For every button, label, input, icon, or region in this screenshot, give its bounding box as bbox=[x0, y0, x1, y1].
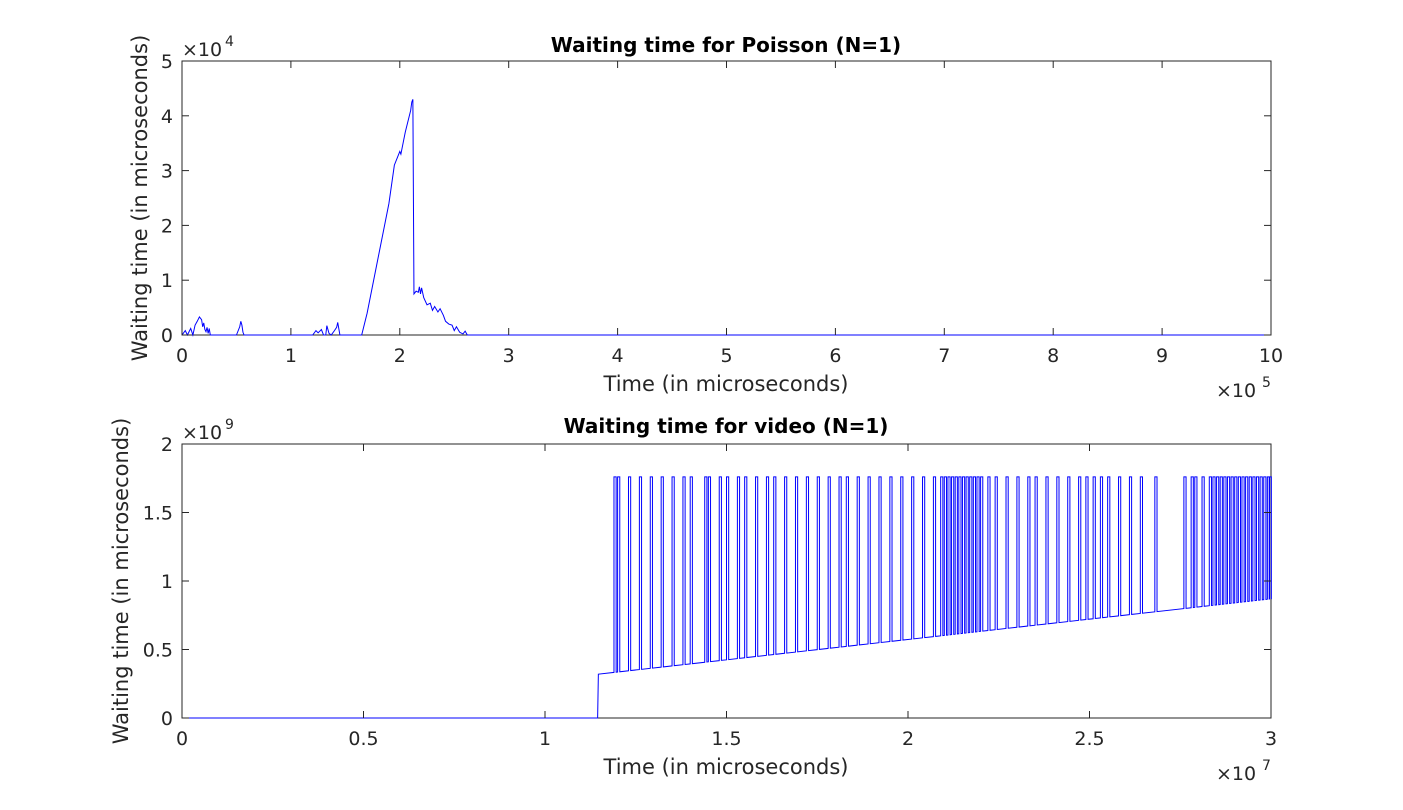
y-tick-label: 1 bbox=[161, 571, 173, 593]
y-tick-label: 1 bbox=[161, 270, 173, 292]
y-tick-label: 3 bbox=[161, 161, 173, 183]
x-tick-label: 1.5 bbox=[711, 728, 741, 750]
y-tick-label: 2 bbox=[161, 434, 173, 456]
y-tick-label: 1.5 bbox=[143, 503, 173, 525]
y-tick-label: 0 bbox=[161, 325, 173, 347]
y-axis-multiplier: ×10 9 bbox=[182, 417, 234, 444]
y-axis-label: Waiting time (in microseconds) bbox=[128, 35, 152, 362]
x-tick-label: 1 bbox=[285, 345, 297, 367]
y-tick-label: 4 bbox=[161, 106, 173, 128]
x-multiplier-exponent: 5 bbox=[1262, 375, 1271, 391]
x-axis-ticks: 0 0.5 1 1.5 2 2.5 3 bbox=[176, 444, 1277, 750]
x-tick-label: 3 bbox=[503, 345, 515, 367]
x-tick-label: 6 bbox=[829, 345, 841, 367]
y-tick-label: 2 bbox=[161, 215, 173, 237]
x-tick-label: 4 bbox=[612, 345, 624, 367]
x-tick-label: 0 bbox=[176, 345, 188, 367]
x-tick-label: 2 bbox=[394, 345, 406, 367]
x-axis-multiplier: ×10 7 bbox=[1216, 758, 1271, 785]
y-axis-ticks: 0 1 2 3 4 5 bbox=[161, 51, 1271, 347]
x-multiplier-base: ×10 bbox=[1216, 763, 1256, 785]
x-tick-label: 0.5 bbox=[348, 728, 378, 750]
y-tick-label: 0 bbox=[161, 708, 173, 730]
x-tick-label: 2 bbox=[902, 728, 914, 750]
y-axis-ticks: 0 0.5 1 1.5 2 bbox=[143, 434, 1271, 730]
x-axis-label: Time (in microseconds) bbox=[603, 372, 849, 396]
x-tick-label: 2.5 bbox=[1074, 728, 1104, 750]
y-multiplier-exponent: 9 bbox=[225, 417, 234, 433]
x-tick-label: 8 bbox=[1047, 345, 1059, 367]
x-tick-label: 9 bbox=[1156, 345, 1168, 367]
y-tick-label: 5 bbox=[161, 51, 173, 73]
chart-title: Waiting time for Poisson (N=1) bbox=[551, 33, 901, 57]
y-multiplier-exponent: 4 bbox=[225, 34, 234, 50]
x-multiplier-base: ×10 bbox=[1216, 380, 1256, 402]
poisson-chart: Waiting time for Poisson (N=1) 0 1 2 3 4 5 6 7 8… bbox=[128, 33, 1283, 402]
plot-area bbox=[181, 60, 1272, 336]
y-tick-label: 0.5 bbox=[143, 640, 173, 662]
x-axis-label: Time (in microseconds) bbox=[603, 755, 849, 779]
x-tick-label: 3 bbox=[1265, 728, 1277, 750]
y-multiplier-base: ×10 bbox=[182, 422, 222, 444]
y-axis-multiplier: ×10 4 bbox=[182, 34, 234, 61]
y-axis-label: Waiting time (in microseconds) bbox=[109, 418, 133, 745]
x-tick-label: 5 bbox=[720, 345, 732, 367]
x-axis-multiplier: ×10 5 bbox=[1216, 375, 1271, 402]
series-line bbox=[182, 476, 1272, 719]
chart-title: Waiting time for video (N=1) bbox=[564, 414, 889, 438]
x-tick-label: 7 bbox=[938, 345, 950, 367]
series-line bbox=[181, 99, 1271, 337]
x-tick-label: 1 bbox=[539, 728, 551, 750]
y-multiplier-base: ×10 bbox=[182, 39, 222, 61]
x-multiplier-exponent: 7 bbox=[1262, 758, 1271, 774]
x-tick-label: 10 bbox=[1259, 345, 1283, 367]
x-axis-ticks: 0 1 2 3 4 5 6 7 8 9 10 bbox=[176, 61, 1283, 367]
video-chart: Waiting time for video (N=1) 0 0.5 1 1.5 2 2.… bbox=[109, 414, 1277, 785]
x-tick-label: 0 bbox=[176, 728, 188, 750]
